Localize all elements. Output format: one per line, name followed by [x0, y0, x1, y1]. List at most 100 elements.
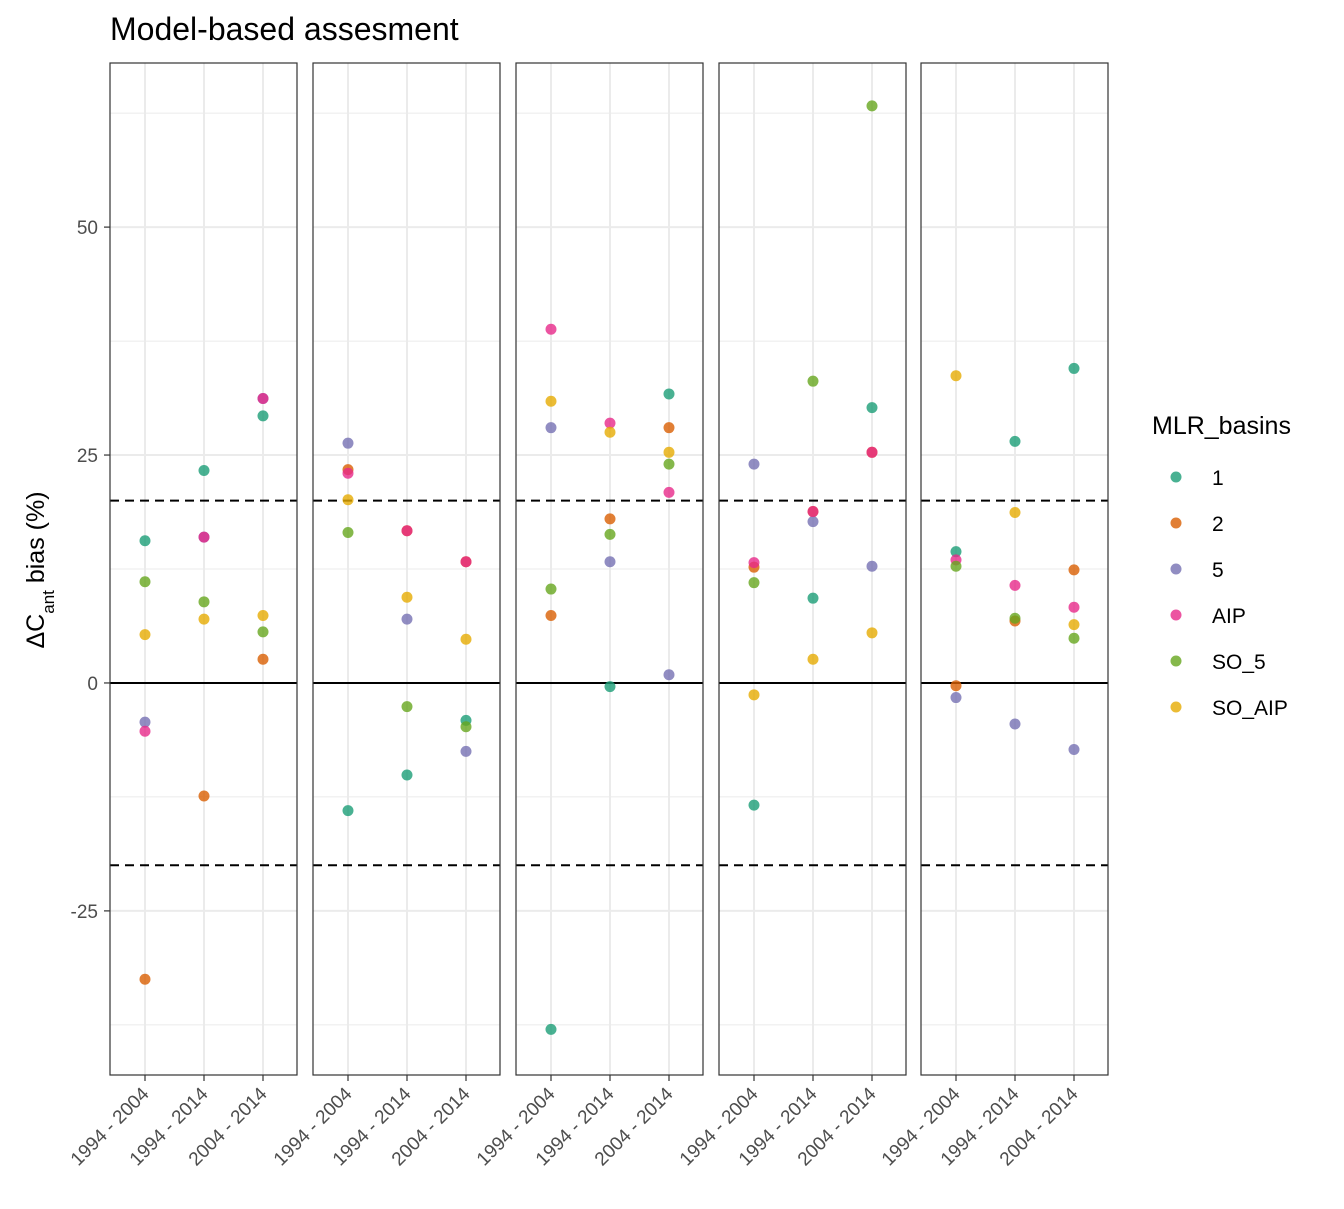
- data-point: [807, 653, 819, 665]
- data-point: [1009, 579, 1021, 591]
- data-point: [401, 701, 413, 713]
- data-point: [663, 422, 675, 434]
- data-point: [950, 680, 962, 692]
- data-point: [604, 681, 616, 693]
- data-point: [342, 437, 354, 449]
- data-point: [545, 1023, 557, 1035]
- data-point: [604, 417, 616, 429]
- data-point: [807, 516, 819, 528]
- data-point: [866, 560, 878, 572]
- data-point: [342, 527, 354, 539]
- chart-title: Model-based assesment: [110, 11, 459, 47]
- data-point: [1068, 744, 1080, 756]
- data-point: [748, 689, 760, 701]
- data-point: [460, 721, 472, 733]
- y-axis-label: ΔCant bias (%): [22, 491, 58, 648]
- data-point: [198, 790, 210, 802]
- legend-label: 1: [1212, 467, 1224, 490]
- data-point: [257, 653, 269, 665]
- legend-key: [1170, 655, 1182, 667]
- data-point: [198, 465, 210, 477]
- legend-label: 5: [1212, 559, 1224, 582]
- data-point: [401, 525, 413, 537]
- data-point: [139, 725, 151, 737]
- data-point: [198, 531, 210, 543]
- data-point: [545, 395, 557, 407]
- data-point: [198, 596, 210, 608]
- legend-item: 2: [1170, 513, 1224, 536]
- data-point: [950, 370, 962, 382]
- data-point: [1068, 362, 1080, 374]
- data-point: [198, 613, 210, 625]
- data-point: [257, 609, 269, 621]
- data-point: [401, 613, 413, 625]
- legend-key: [1170, 471, 1182, 483]
- data-point: [139, 973, 151, 985]
- data-point: [257, 410, 269, 422]
- legend: MLR_basins 1 2 5 AIP SO_5 SO_AIP: [1152, 412, 1291, 720]
- y-axis: -25 0 25 50: [71, 218, 110, 923]
- legend-title: MLR_basins: [1152, 412, 1291, 440]
- y-tick-label: 25: [77, 446, 98, 467]
- legend-item: SO_AIP: [1170, 697, 1288, 720]
- data-point: [807, 592, 819, 604]
- data-point: [604, 528, 616, 540]
- legend-key: [1170, 701, 1182, 713]
- data-point: [1009, 718, 1021, 730]
- data-point: [1068, 632, 1080, 644]
- legend-label: AIP: [1212, 605, 1246, 628]
- data-point: [257, 393, 269, 405]
- data-point: [604, 513, 616, 525]
- data-point: [950, 546, 962, 558]
- data-point: [748, 799, 760, 811]
- data-point: [1009, 506, 1021, 518]
- data-point: [139, 576, 151, 588]
- data-point: [460, 633, 472, 645]
- data-point: [748, 577, 760, 589]
- data-point: [1009, 612, 1021, 624]
- data-point: [139, 716, 151, 728]
- data-point: [748, 557, 760, 569]
- data-point: [1068, 601, 1080, 613]
- data-point: [1009, 435, 1021, 447]
- y-tick-label: 50: [77, 218, 98, 239]
- data-point: [139, 535, 151, 547]
- data-point: [604, 426, 616, 438]
- data-point: [401, 591, 413, 603]
- data-point: [342, 805, 354, 817]
- data-point: [663, 669, 675, 681]
- legend-item: AIP: [1170, 605, 1246, 628]
- data-point: [1068, 564, 1080, 576]
- data-point: [460, 556, 472, 568]
- data-point: [866, 100, 878, 112]
- data-point: [460, 745, 472, 757]
- data-point: [139, 629, 151, 641]
- y-tick-label: -25: [71, 902, 98, 923]
- data-point: [807, 375, 819, 387]
- legend-key: [1170, 609, 1182, 621]
- legend-key: [1170, 563, 1182, 575]
- data-point: [545, 583, 557, 595]
- data-point: [866, 627, 878, 639]
- data-point: [663, 458, 675, 470]
- data-point: [257, 626, 269, 638]
- data-point: [545, 422, 557, 434]
- legend-label: SO_AIP: [1212, 697, 1288, 720]
- data-point: [342, 494, 354, 506]
- data-point: [545, 323, 557, 335]
- data-point: [748, 458, 760, 470]
- data-point: [663, 486, 675, 498]
- data-point: [866, 446, 878, 458]
- legend-label: 2: [1212, 513, 1224, 536]
- data-point: [604, 556, 616, 568]
- data-point: [663, 446, 675, 458]
- data-point: [807, 506, 819, 518]
- data-point: [342, 467, 354, 479]
